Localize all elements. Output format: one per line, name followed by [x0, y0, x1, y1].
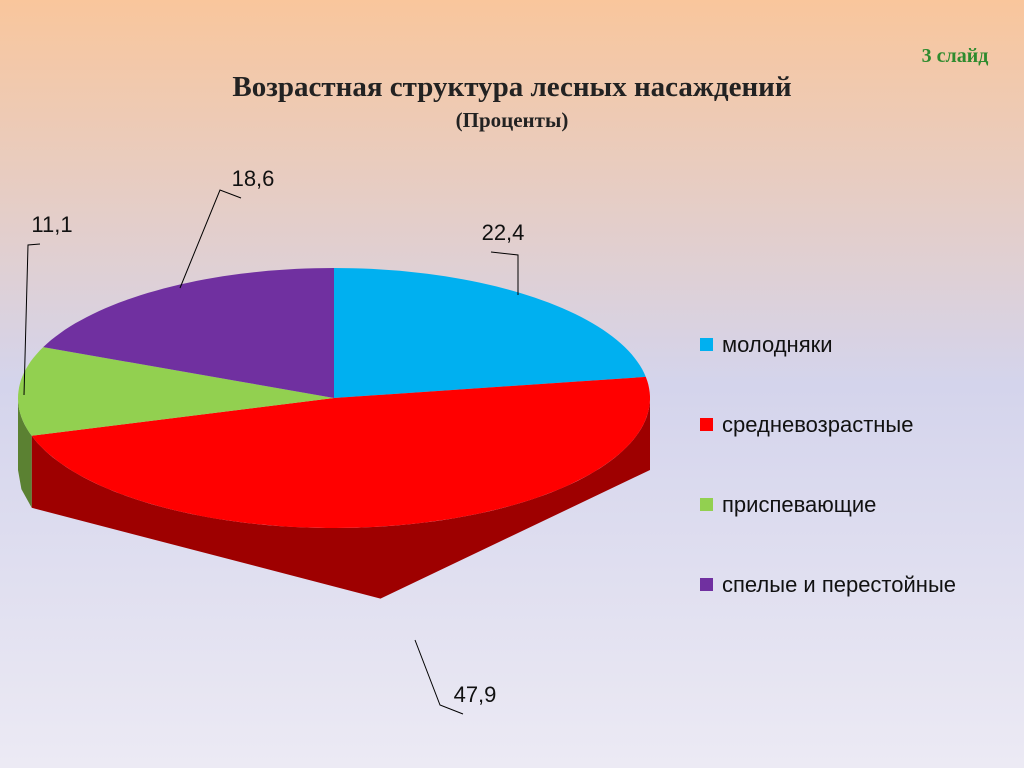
slide-label: 3 слайд	[922, 45, 989, 67]
legend-swatch	[700, 338, 713, 351]
data-label: 47,9	[454, 682, 497, 707]
data-label: 11,1	[31, 212, 72, 237]
legend-label: средневозрастные	[722, 412, 913, 437]
slice	[31, 376, 650, 528]
chart-title: Возрастная структура лесных насаждений	[232, 71, 791, 103]
legend-label: молодняки	[722, 332, 833, 357]
leader-line	[179, 189, 242, 289]
leader-line	[23, 243, 41, 396]
slice	[43, 268, 334, 398]
legend-swatch	[700, 498, 713, 511]
leader-line	[414, 639, 464, 715]
data-label: 22,4	[482, 220, 525, 245]
legend-label: приспевающие	[722, 492, 876, 517]
pie: 22,4 47,9 11,1 18,6	[18, 166, 650, 715]
slice	[18, 347, 334, 436]
slice-side	[31, 398, 650, 599]
legend-label: спелые и перестойные	[722, 572, 956, 597]
leader-line	[490, 251, 519, 295]
slice	[334, 268, 646, 398]
slice-side	[18, 398, 32, 508]
legend: молодняки средневозрастные приспевающие спе…	[700, 332, 956, 597]
legend-swatch	[700, 578, 713, 591]
legend-swatch	[700, 418, 713, 431]
chart-subtitle: (Проценты)	[456, 108, 569, 132]
data-label: 18,6	[232, 166, 275, 191]
